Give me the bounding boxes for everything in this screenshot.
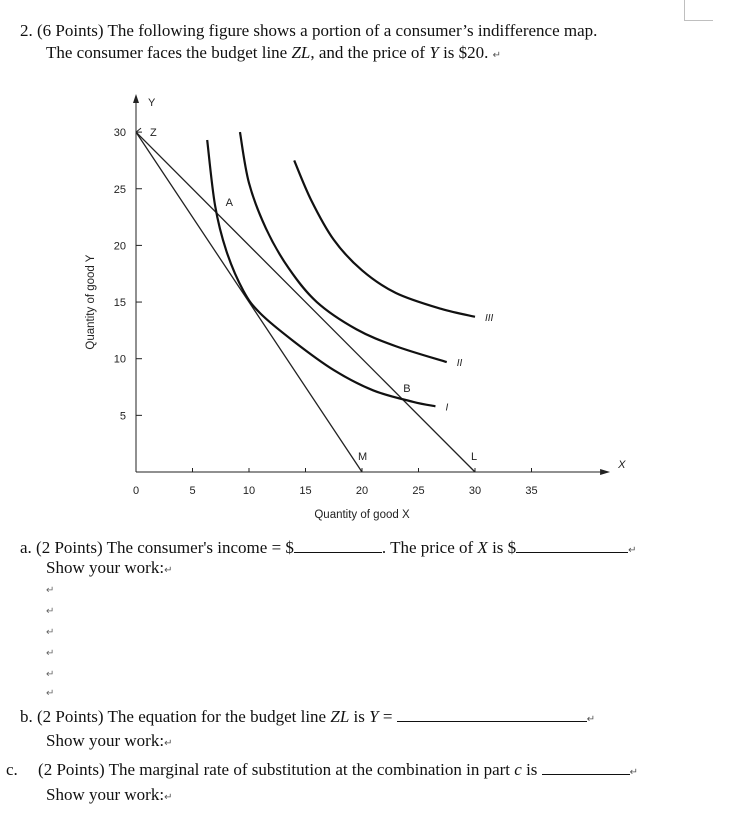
paragraph-mark: ↵ (586, 714, 596, 725)
empty-paragraph-mark: ↵ (46, 688, 55, 699)
question-intro-line2: The consumer faces the budget line ZL, a… (46, 43, 502, 62)
part-b-show-work: Show your work:↵ (46, 731, 173, 750)
y-tick-label: 15 (114, 297, 126, 309)
question-number: 2. (20, 21, 33, 40)
part-c-line: c. (2 Points) The marginal rate of subst… (6, 759, 639, 779)
y-axis-arrowhead (133, 94, 139, 103)
paragraph-mark: ↵ (492, 50, 502, 61)
budget-line-zl (135, 131, 476, 473)
part-c-letter: c. (6, 760, 18, 779)
x-tick-label: 10 (243, 485, 255, 497)
y-axis-title: Quantity of good Y (85, 254, 97, 349)
x-axis-arrowhead (600, 469, 611, 475)
part-c-show-work: Show your work:↵ (46, 785, 173, 804)
page-corner-mark (684, 0, 713, 21)
indifference-curve-label: II (457, 358, 463, 369)
part-a-show-work: Show your work:↵ (46, 558, 173, 577)
y-tick-label: 5 (120, 410, 126, 422)
indifference-curve-label: III (485, 313, 494, 324)
empty-paragraph-mark: ↵ (46, 627, 55, 638)
x-tick-label: 0 (133, 485, 139, 497)
x-axis-letter: X (617, 459, 626, 471)
part-a-line: a. (2 Points) The consumer's income = $.… (20, 537, 637, 557)
y-tick-label: 25 (114, 184, 126, 196)
point-label-z: Z (150, 127, 157, 139)
part-b-letter: b. (20, 707, 33, 726)
empty-paragraph-mark: ↵ (46, 648, 55, 659)
indifference-curve-label: I (445, 402, 448, 413)
x-tick-label: 5 (189, 485, 195, 497)
part-a-letter: a. (20, 538, 32, 557)
price-x-answer-blank[interactable] (516, 537, 629, 553)
income-answer-blank[interactable] (293, 537, 382, 553)
x-tick-label: 30 (469, 485, 481, 497)
point-label-b: B (403, 383, 410, 395)
x-tick-label: 35 (525, 485, 537, 497)
point-label-l: L (471, 451, 477, 463)
x-tick-label: 15 (299, 485, 311, 497)
budget-line-name: ZL (291, 43, 311, 62)
indifference-curve-ii (238, 131, 448, 364)
y-tick-label: 10 (114, 354, 126, 366)
y-tick-label: 30 (114, 127, 126, 139)
empty-paragraph-mark: ↵ (46, 669, 55, 680)
good-y-name: Y (429, 43, 439, 62)
point-label-m: M (358, 451, 367, 463)
part-b-line: b. (2 Points) The equation for the budge… (20, 706, 596, 726)
paragraph-mark: ↵ (628, 545, 637, 556)
empty-paragraph-mark: ↵ (46, 606, 55, 617)
indifference-map-chart: X Y 0 5 10 15 20 25 30 35 5 10 15 20 25 30 Quantity of g… (85, 94, 626, 521)
indifference-curve-i (206, 139, 436, 408)
x-axis-title: Quantity of good X (314, 509, 410, 521)
y-tick-label: 20 (114, 240, 126, 252)
question-intro-line1: 2. (6 Points) The following figure shows… (20, 21, 597, 41)
point-label-a: A (226, 197, 234, 209)
x-tick-label: 20 (356, 485, 368, 497)
x-tick-label: 25 (412, 485, 424, 497)
question-intro-text: (6 Points) The following figure shows a … (37, 21, 598, 40)
z-notch-mark (135, 127, 142, 133)
mrs-answer-blank[interactable] (541, 759, 630, 775)
indifference-curve-iii (293, 159, 476, 318)
paragraph-mark: ↵ (629, 767, 639, 778)
budget-equation-answer-blank[interactable] (396, 706, 587, 722)
empty-paragraph-mark: ↵ (46, 585, 55, 596)
y-axis-letter: Y (148, 97, 156, 109)
